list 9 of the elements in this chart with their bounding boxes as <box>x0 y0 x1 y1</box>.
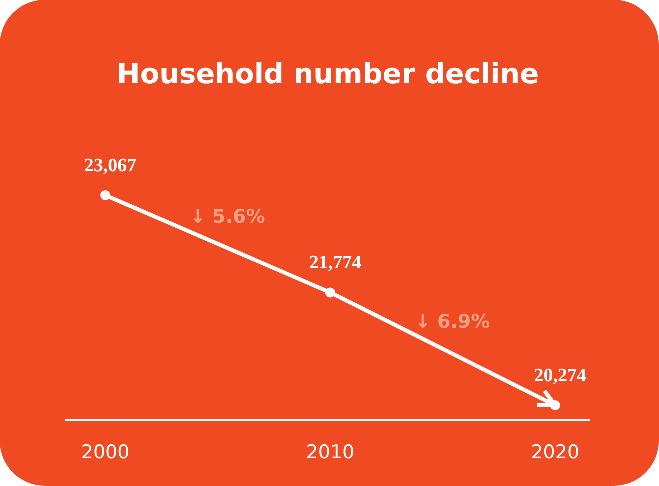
data-label: 20,274 <box>534 366 588 386</box>
data-label: 23,067 <box>84 155 138 176</box>
x-tick-label: 2020 <box>531 442 580 464</box>
chart-title: Household number decline <box>116 58 540 90</box>
annotation: ↓ 6.9% <box>414 311 490 334</box>
x-tick-label: 2000 <box>81 442 130 464</box>
annotation: ↓ 5.6% <box>190 206 266 228</box>
data-label: 21,774 <box>309 252 362 274</box>
x-tick-label: 2010 <box>306 442 355 464</box>
